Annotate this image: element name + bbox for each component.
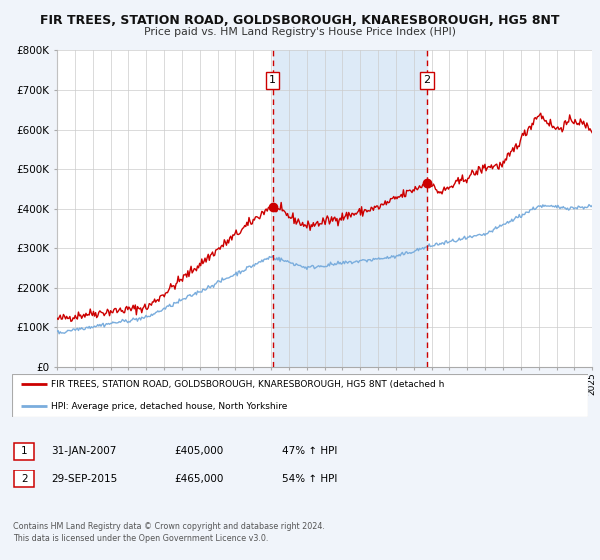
Text: 2: 2: [21, 474, 28, 484]
Text: HPI: Average price, detached house, North Yorkshire: HPI: Average price, detached house, Nort…: [51, 402, 287, 411]
Text: FIR TREES, STATION ROAD, GOLDSBOROUGH, KNARESBOROUGH, HG5 8NT (detached h: FIR TREES, STATION ROAD, GOLDSBOROUGH, K…: [51, 380, 445, 389]
FancyBboxPatch shape: [14, 470, 34, 487]
Text: 29-SEP-2015: 29-SEP-2015: [51, 474, 117, 484]
Text: Price paid vs. HM Land Registry's House Price Index (HPI): Price paid vs. HM Land Registry's House …: [144, 27, 456, 37]
Text: 31-JAN-2007: 31-JAN-2007: [51, 446, 116, 456]
FancyBboxPatch shape: [14, 443, 34, 460]
Text: £465,000: £465,000: [174, 474, 223, 484]
Bar: [272, 50, 427, 367]
Text: 54% ↑ HPI: 54% ↑ HPI: [282, 474, 337, 484]
Text: 1: 1: [269, 76, 276, 86]
Text: This data is licensed under the Open Government Licence v3.0.: This data is licensed under the Open Gov…: [13, 534, 269, 543]
Text: 1: 1: [21, 446, 28, 456]
Text: 2: 2: [424, 76, 431, 86]
Text: FIR TREES, STATION ROAD, GOLDSBOROUGH, KNARESBOROUGH, HG5 8NT: FIR TREES, STATION ROAD, GOLDSBOROUGH, K…: [40, 14, 560, 27]
Text: 47% ↑ HPI: 47% ↑ HPI: [282, 446, 337, 456]
Text: £405,000: £405,000: [174, 446, 223, 456]
Text: Contains HM Land Registry data © Crown copyright and database right 2024.: Contains HM Land Registry data © Crown c…: [13, 522, 325, 531]
